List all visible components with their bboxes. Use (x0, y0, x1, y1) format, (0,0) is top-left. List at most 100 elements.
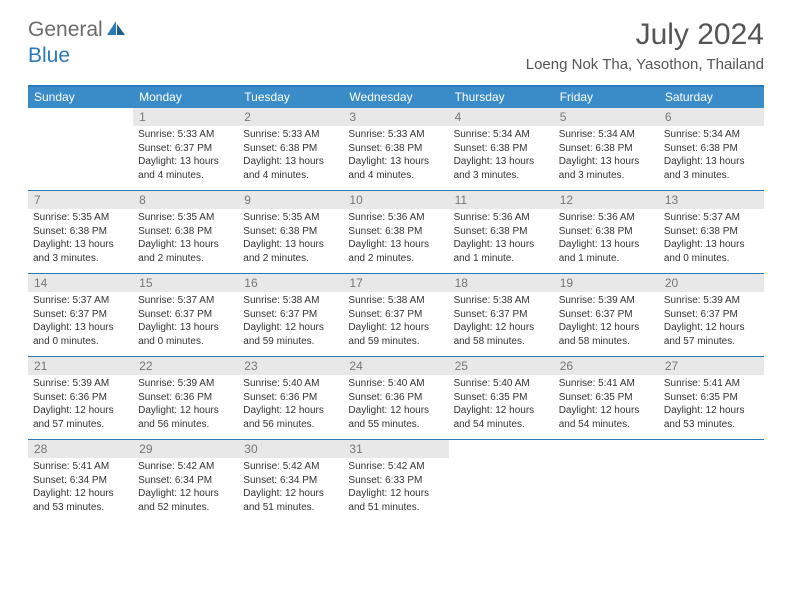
day-content: Sunrise: 5:33 AMSunset: 6:37 PMDaylight:… (133, 126, 238, 186)
day-cell: 31Sunrise: 5:42 AMSunset: 6:33 PMDayligh… (343, 440, 448, 522)
day-line: Daylight: 12 hours (138, 404, 233, 418)
day-line: and 53 minutes. (664, 418, 759, 432)
day-line: Sunrise: 5:40 AM (348, 377, 443, 391)
day-number: 3 (343, 108, 448, 126)
day-header: Thursday (449, 87, 554, 108)
day-cell: 22Sunrise: 5:39 AMSunset: 6:36 PMDayligh… (133, 357, 238, 439)
day-header: Wednesday (343, 87, 448, 108)
day-line: Daylight: 12 hours (664, 321, 759, 335)
day-line: and 56 minutes. (243, 418, 338, 432)
day-line: Sunrise: 5:37 AM (664, 211, 759, 225)
day-number: 17 (343, 274, 448, 292)
day-line: Sunset: 6:38 PM (454, 142, 549, 156)
day-cell: 23Sunrise: 5:40 AMSunset: 6:36 PMDayligh… (238, 357, 343, 439)
day-line: and 57 minutes. (664, 335, 759, 349)
day-line: Sunrise: 5:36 AM (559, 211, 654, 225)
day-line: Daylight: 13 hours (664, 238, 759, 252)
day-line: Sunrise: 5:40 AM (243, 377, 338, 391)
day-number: 11 (449, 191, 554, 209)
day-number: 31 (343, 440, 448, 458)
day-line: Sunset: 6:37 PM (348, 308, 443, 322)
day-cell: 8Sunrise: 5:35 AMSunset: 6:38 PMDaylight… (133, 191, 238, 273)
day-number: 30 (238, 440, 343, 458)
day-line: Sunrise: 5:35 AM (138, 211, 233, 225)
week-row: 7Sunrise: 5:35 AMSunset: 6:38 PMDaylight… (28, 190, 764, 273)
month-title: July 2024 (526, 18, 764, 52)
day-number: 7 (28, 191, 133, 209)
day-cell: 11Sunrise: 5:36 AMSunset: 6:38 PMDayligh… (449, 191, 554, 273)
day-line: and 0 minutes. (664, 252, 759, 266)
location: Loeng Nok Tha, Yasothon, Thailand (526, 56, 764, 73)
week-row: 21Sunrise: 5:39 AMSunset: 6:36 PMDayligh… (28, 356, 764, 439)
week-row: 1Sunrise: 5:33 AMSunset: 6:37 PMDaylight… (28, 108, 764, 190)
day-line: Sunset: 6:37 PM (243, 308, 338, 322)
day-content: Sunrise: 5:33 AMSunset: 6:38 PMDaylight:… (238, 126, 343, 186)
day-line: and 4 minutes. (138, 169, 233, 183)
day-line: Daylight: 12 hours (664, 404, 759, 418)
day-line: and 1 minute. (454, 252, 549, 266)
day-content: Sunrise: 5:39 AMSunset: 6:36 PMDaylight:… (28, 375, 133, 435)
day-line: and 0 minutes. (138, 335, 233, 349)
day-line: Daylight: 12 hours (348, 487, 443, 501)
day-line: Daylight: 13 hours (664, 155, 759, 169)
day-cell: 1Sunrise: 5:33 AMSunset: 6:37 PMDaylight… (133, 108, 238, 190)
day-cell (554, 440, 659, 522)
day-number (449, 440, 554, 444)
day-line: and 54 minutes. (559, 418, 654, 432)
day-number: 6 (659, 108, 764, 126)
day-cell: 26Sunrise: 5:41 AMSunset: 6:35 PMDayligh… (554, 357, 659, 439)
day-line: Sunset: 6:38 PM (664, 225, 759, 239)
day-line: and 2 minutes. (243, 252, 338, 266)
day-line: Sunset: 6:34 PM (243, 474, 338, 488)
day-content: Sunrise: 5:42 AMSunset: 6:34 PMDaylight:… (238, 458, 343, 518)
day-line: Sunrise: 5:40 AM (454, 377, 549, 391)
day-number: 12 (554, 191, 659, 209)
day-cell: 19Sunrise: 5:39 AMSunset: 6:37 PMDayligh… (554, 274, 659, 356)
calendar: SundayMondayTuesdayWednesdayThursdayFrid… (28, 85, 764, 522)
logo-blue-text: Blue (30, 44, 70, 68)
day-line: and 4 minutes. (243, 169, 338, 183)
day-line: and 59 minutes. (243, 335, 338, 349)
day-content: Sunrise: 5:39 AMSunset: 6:37 PMDaylight:… (659, 292, 764, 352)
day-content: Sunrise: 5:37 AMSunset: 6:37 PMDaylight:… (28, 292, 133, 352)
day-line: Daylight: 13 hours (348, 238, 443, 252)
day-line: Daylight: 12 hours (243, 321, 338, 335)
day-cell (659, 440, 764, 522)
day-number: 18 (449, 274, 554, 292)
day-line: Daylight: 13 hours (559, 238, 654, 252)
day-line: Sunrise: 5:41 AM (664, 377, 759, 391)
day-line: Sunrise: 5:33 AM (138, 128, 233, 142)
day-number: 10 (343, 191, 448, 209)
day-line: Sunrise: 5:34 AM (454, 128, 549, 142)
day-line: Daylight: 13 hours (348, 155, 443, 169)
day-line: Sunset: 6:38 PM (454, 225, 549, 239)
day-header: Sunday (28, 87, 133, 108)
day-line: Sunset: 6:37 PM (138, 142, 233, 156)
week-row: 28Sunrise: 5:41 AMSunset: 6:34 PMDayligh… (28, 439, 764, 522)
day-line: Sunset: 6:36 PM (138, 391, 233, 405)
day-line: Sunset: 6:36 PM (348, 391, 443, 405)
day-line: Sunset: 6:35 PM (664, 391, 759, 405)
day-line: Sunrise: 5:42 AM (243, 460, 338, 474)
day-cell: 18Sunrise: 5:38 AMSunset: 6:37 PMDayligh… (449, 274, 554, 356)
day-content: Sunrise: 5:42 AMSunset: 6:34 PMDaylight:… (133, 458, 238, 518)
day-number: 1 (133, 108, 238, 126)
day-content: Sunrise: 5:35 AMSunset: 6:38 PMDaylight:… (133, 209, 238, 269)
day-line: Sunrise: 5:33 AM (243, 128, 338, 142)
day-number (554, 440, 659, 444)
day-content: Sunrise: 5:40 AMSunset: 6:36 PMDaylight:… (343, 375, 448, 435)
day-line: and 51 minutes. (243, 501, 338, 515)
day-line: and 57 minutes. (33, 418, 128, 432)
day-line: Sunrise: 5:37 AM (138, 294, 233, 308)
day-cell: 27Sunrise: 5:41 AMSunset: 6:35 PMDayligh… (659, 357, 764, 439)
day-line: Sunset: 6:38 PM (33, 225, 128, 239)
day-line: Sunrise: 5:41 AM (33, 460, 128, 474)
day-number: 29 (133, 440, 238, 458)
day-line: Daylight: 13 hours (454, 155, 549, 169)
day-line: Sunset: 6:37 PM (33, 308, 128, 322)
day-line: Sunset: 6:35 PM (454, 391, 549, 405)
day-cell: 7Sunrise: 5:35 AMSunset: 6:38 PMDaylight… (28, 191, 133, 273)
day-cell: 5Sunrise: 5:34 AMSunset: 6:38 PMDaylight… (554, 108, 659, 190)
day-number: 15 (133, 274, 238, 292)
day-line: Sunrise: 5:39 AM (559, 294, 654, 308)
